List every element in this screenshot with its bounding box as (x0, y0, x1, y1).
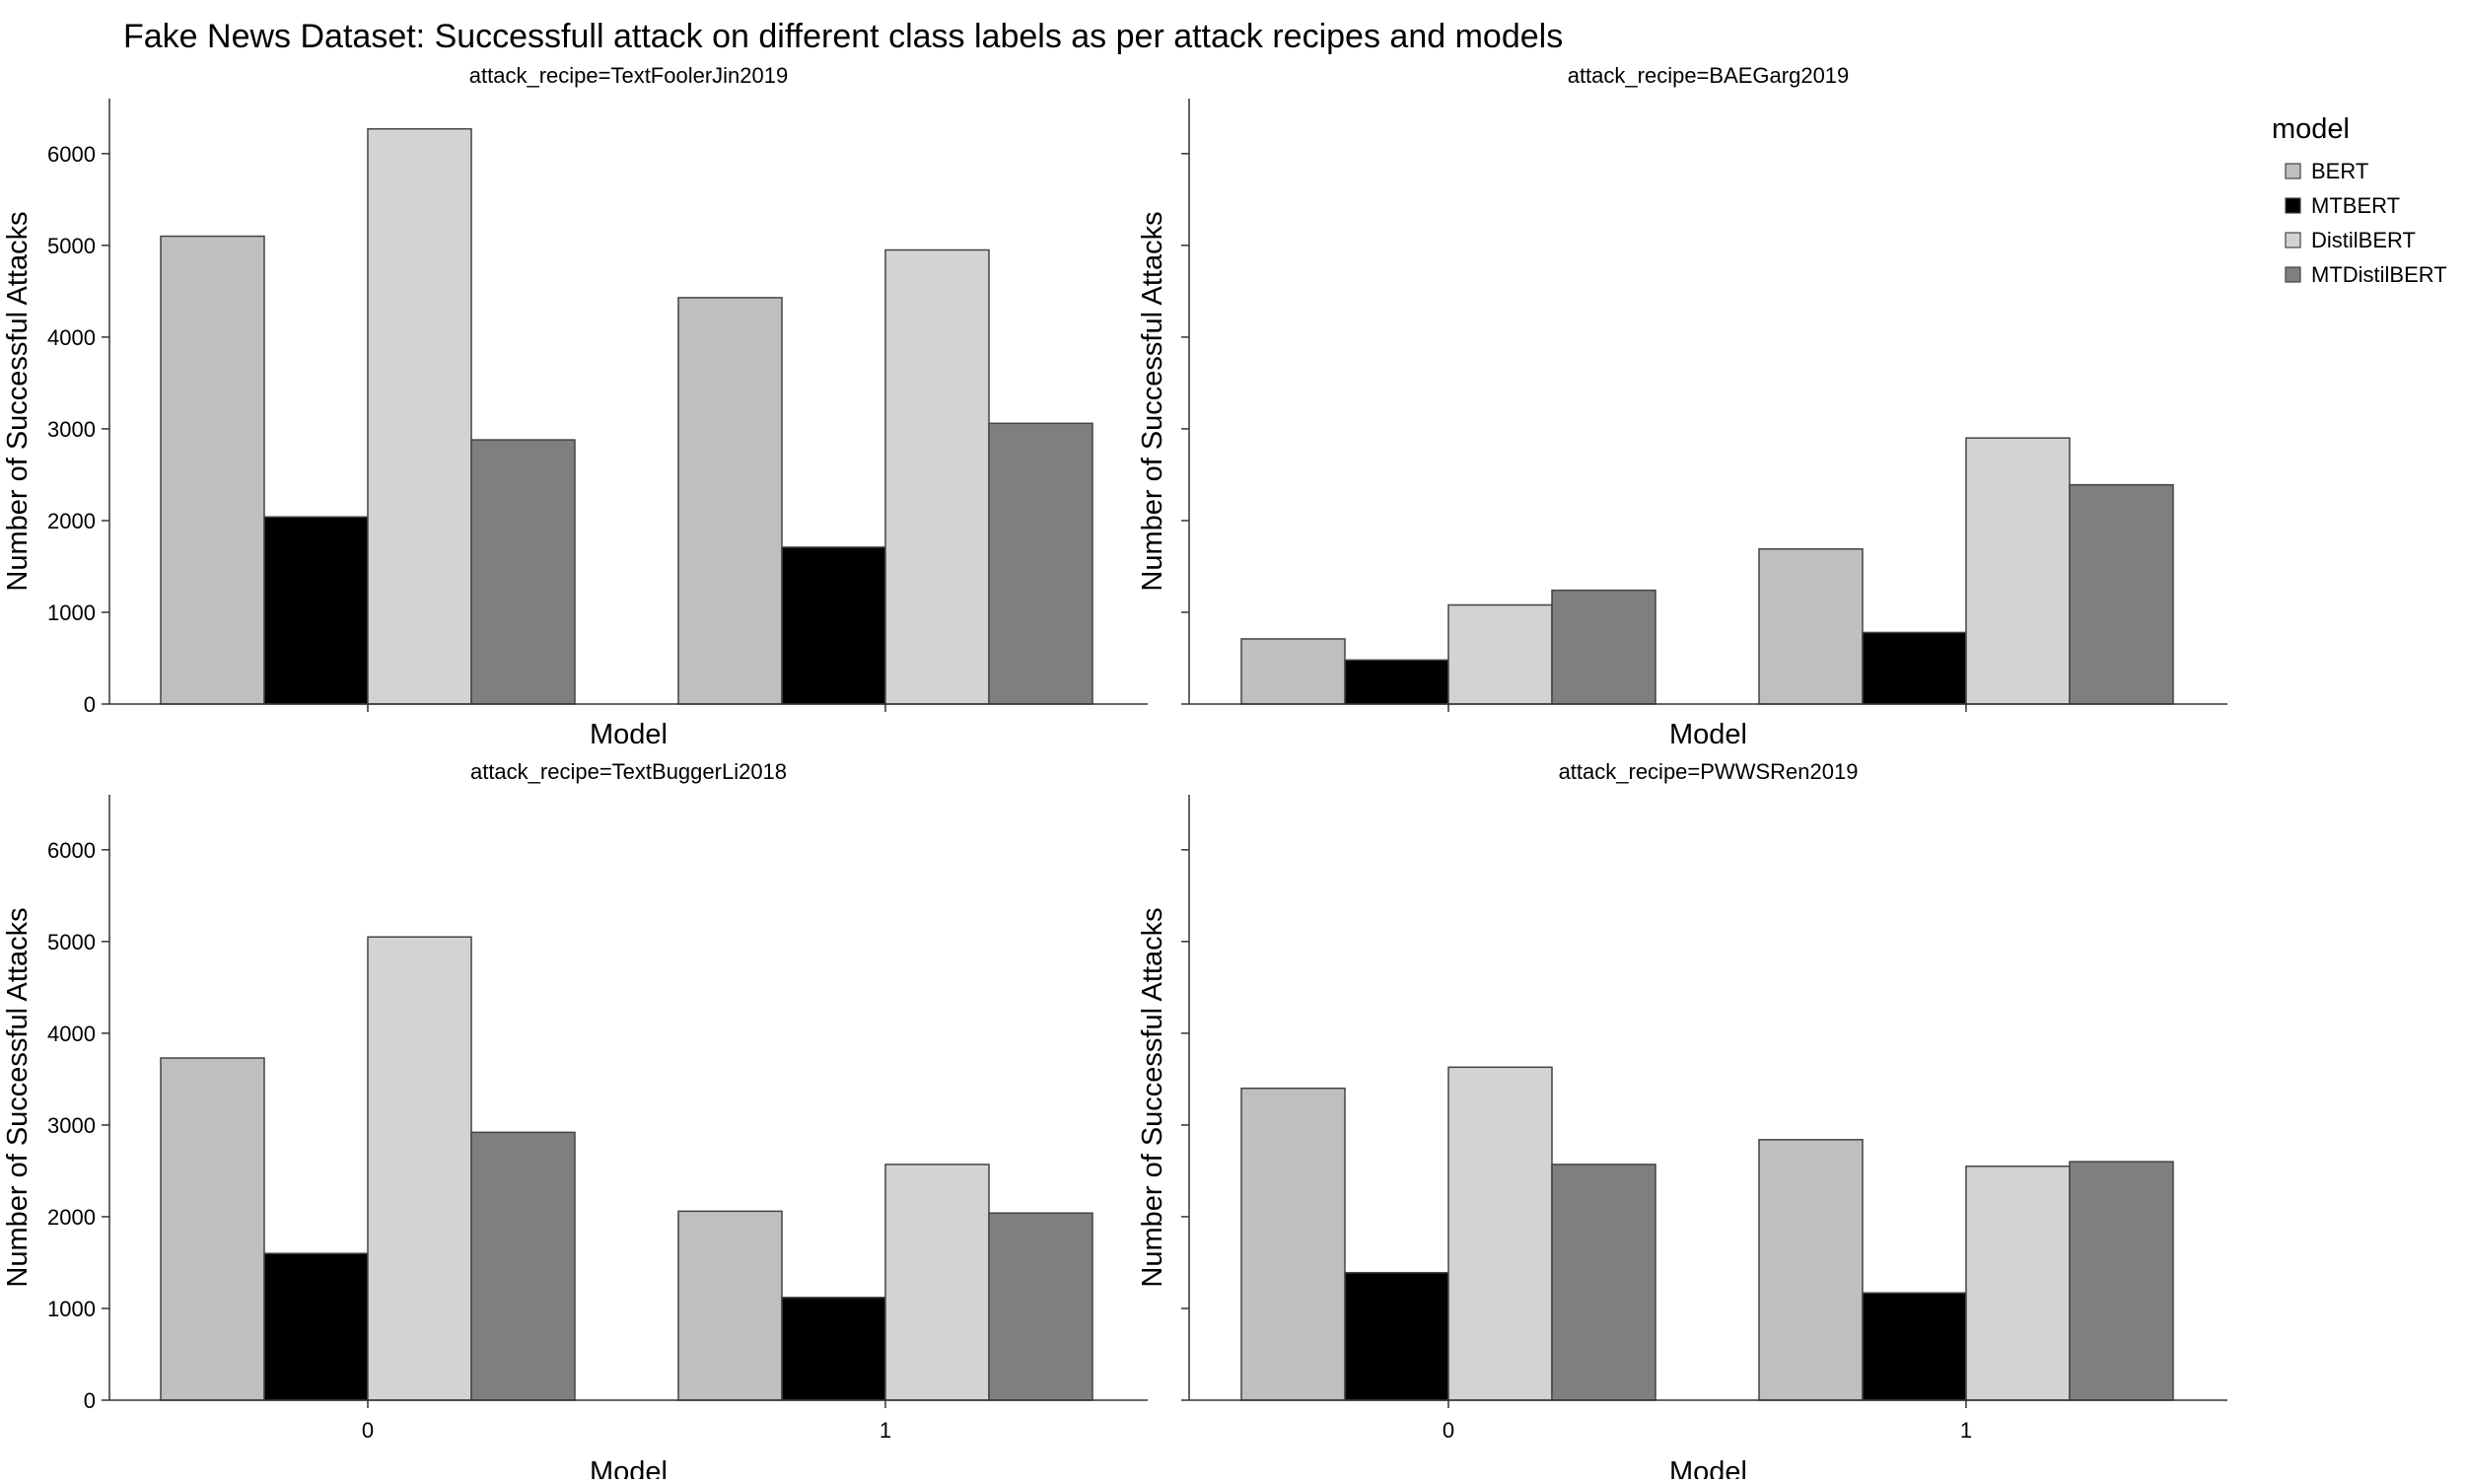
y-tick-label: 2000 (47, 1205, 96, 1230)
x-tick-label: 0 (1443, 1418, 1454, 1443)
bar-distilbert-0 (367, 936, 472, 1401)
bar-distilbert-0 (367, 127, 472, 705)
bar-mtbert-0 (263, 516, 369, 705)
bar-distilbert-0 (1447, 1066, 1553, 1401)
bar-mtdistilbert-1 (988, 422, 1093, 705)
y-tick-label: 0 (84, 1388, 96, 1413)
y-tick-label: 6000 (47, 838, 96, 863)
bar-mtdistilbert-1 (2069, 1161, 2174, 1401)
bar-bert-0 (1240, 1087, 1346, 1401)
legend-swatch-mtdistilbert (2285, 266, 2301, 283)
bar-bert-1 (1758, 548, 1864, 705)
bar-mtbert-1 (1862, 1292, 1967, 1401)
bar-mtbert-1 (781, 1297, 886, 1401)
bar-mtbert-0 (1344, 659, 1449, 705)
y-tick-label: 0 (84, 692, 96, 717)
bar-bert-0 (1240, 638, 1346, 705)
bar-mtbert-0 (1344, 1271, 1449, 1401)
bar-distilbert-1 (884, 1164, 990, 1401)
y-tick-label: 5000 (47, 234, 96, 258)
y-tick-label: 3000 (47, 417, 96, 442)
legend-label-bert: BERT (2311, 159, 2368, 183)
facet-title: attack_recipe=BAEGarg2019 (1568, 63, 1850, 88)
y-axis-title: Number of Successful Attacks (1137, 907, 1168, 1287)
y-tick-label: 1000 (47, 601, 96, 625)
bar-mtbert-1 (781, 546, 886, 705)
bar-mtdistilbert-0 (1551, 589, 1656, 705)
x-tick-label: 0 (362, 1418, 374, 1443)
facet-panel: attack_recipe=BAEGarg2019 Model Number of … (1137, 63, 2227, 750)
bar-mtdistilbert-0 (470, 439, 576, 705)
bar-distilbert-1 (1965, 1166, 2071, 1401)
x-axis-title: Model (1669, 719, 1747, 750)
bar-distilbert-1 (1965, 437, 2071, 705)
x-axis-title: Model (590, 1456, 668, 1479)
y-tick-label: 5000 (47, 930, 96, 954)
bar-mtdistilbert-0 (1551, 1164, 1656, 1401)
bar-bert-0 (160, 1057, 265, 1401)
bar-mtdistilbert-1 (2069, 483, 2174, 705)
legend-label-mtdistilbert: MTDistilBERT (2311, 262, 2447, 287)
facet-panel: attack_recipe=PWWSRen2019 0 1 Model Number o… (1137, 759, 2227, 1484)
bar-bert-1 (677, 1210, 783, 1401)
facet-title: attack_recipe=PWWSRen2019 (1559, 759, 1859, 784)
legend-label-distilbert: DistilBERT (2311, 228, 2416, 252)
x-tick-label: 1 (1960, 1418, 1972, 1443)
bar-mtdistilbert-1 (988, 1212, 1093, 1401)
x-axis-title: Model (1669, 1456, 1747, 1479)
facet-panel: attack_recipe=TextFoolerJin2019 0 1000 2000… (2, 63, 1148, 750)
legend-label-mtbert: MTBERT (2311, 193, 2400, 218)
bar-bert-0 (160, 235, 265, 705)
legend-swatch-distilbert (2285, 232, 2301, 248)
y-tick-label: 6000 (47, 142, 96, 167)
legend: model BERT MTBERT DistilBERT MTDistilBERT (2272, 113, 2447, 287)
bar-bert-1 (677, 297, 783, 705)
legend-swatch-bert (2285, 163, 2301, 179)
legend-swatch-mtbert (2285, 197, 2301, 214)
y-tick-label: 4000 (47, 325, 96, 350)
legend-title: model (2272, 113, 2350, 145)
x-axis-title: Model (590, 719, 668, 750)
facet-title: attack_recipe=TextBuggerLi2018 (470, 759, 787, 784)
y-tick-label: 4000 (47, 1022, 96, 1046)
bar-mtdistilbert-0 (470, 1131, 576, 1401)
y-tick-label: 3000 (47, 1113, 96, 1138)
bar-distilbert-0 (1447, 603, 1553, 705)
y-axis-title: Number of Successful Attacks (1137, 211, 1168, 591)
bar-bert-1 (1758, 1139, 1864, 1401)
bar-mtbert-1 (1862, 631, 1967, 705)
y-tick-label: 1000 (47, 1297, 96, 1321)
facet-title: attack_recipe=TextFoolerJin2019 (469, 63, 788, 88)
y-tick-label: 2000 (47, 509, 96, 533)
facet-panel: attack_recipe=TextBuggerLi2018 0 1 0 1000 200… (2, 759, 1148, 1484)
x-tick-label: 1 (880, 1418, 891, 1443)
y-axis-title: Number of Successful Attacks (2, 211, 34, 591)
bar-mtbert-0 (263, 1252, 369, 1401)
y-axis-title: Number of Successful Attacks (2, 907, 34, 1287)
facets-layer: attack_recipe=TextFoolerJin2019010002000… (2, 63, 2227, 1484)
bar-distilbert-1 (884, 248, 990, 705)
chart-title: Fake News Dataset: Successfull attack on… (123, 18, 1563, 55)
